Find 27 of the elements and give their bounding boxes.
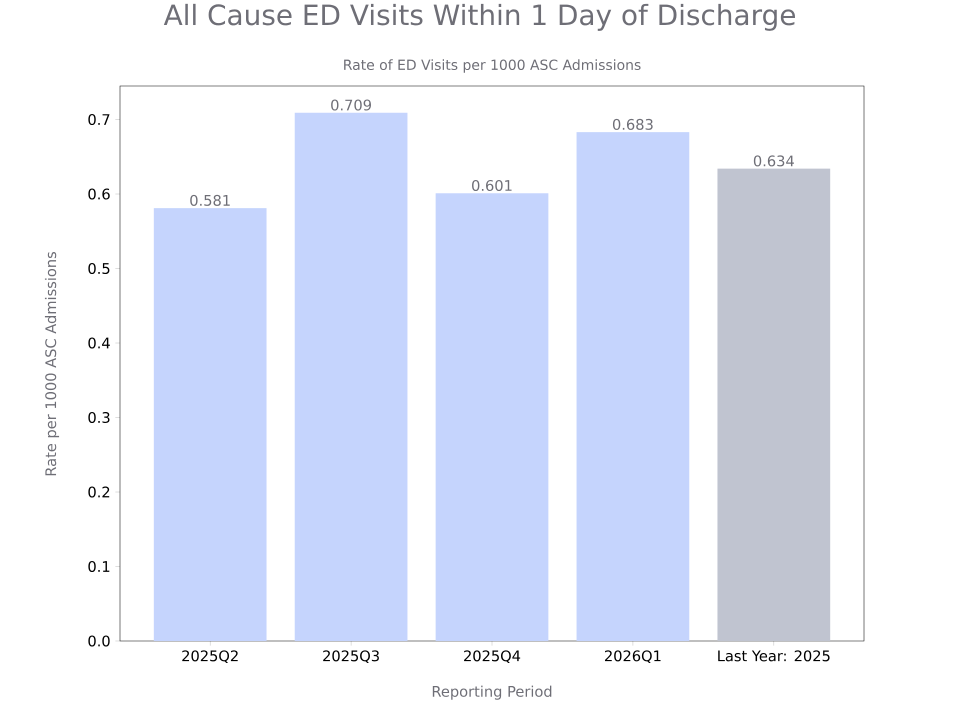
data-label: 0.683 [612,118,653,130]
x-tick-label: 2025Q2 [182,650,238,664]
y-tick-label: 0.1 [88,560,110,572]
x-tick-label: 2026Q1 [604,650,661,664]
chart-title: All Cause ED Visits Within 1 Day of Discharge [164,4,795,31]
y-tick-label: 0.7 [88,114,110,126]
data-label: 0.634 [754,155,794,166]
data-label: 0.709 [331,100,371,111]
y-tick-label: 0.0 [88,635,110,647]
bar [576,132,690,641]
bar [436,193,548,641]
x-tick-label: 2025Q3 [323,650,379,664]
chart-subtitle: Rate of ED Visits per 1000 ASC Admissions [344,59,641,73]
y-tick-label: 0.2 [88,486,110,498]
y-axis-title: Rate per 1000 ASC Admissions [44,252,60,476]
x-axis-title: Reporting Period [432,686,552,700]
bar [717,168,830,641]
data-label: 0.581 [190,194,230,206]
bar [154,208,267,641]
y-tick-label: 0.6 [88,188,110,200]
bar [294,112,408,641]
x-tick-label: 2025Q4 [464,650,520,664]
y-tick-label: 0.4 [88,337,110,349]
y-tick-label: 0.3 [88,412,110,424]
x-tick-label: Last Year: 2025 [718,650,830,662]
y-tick-label: 0.5 [88,262,110,274]
data-label: 0.601 [472,180,512,192]
